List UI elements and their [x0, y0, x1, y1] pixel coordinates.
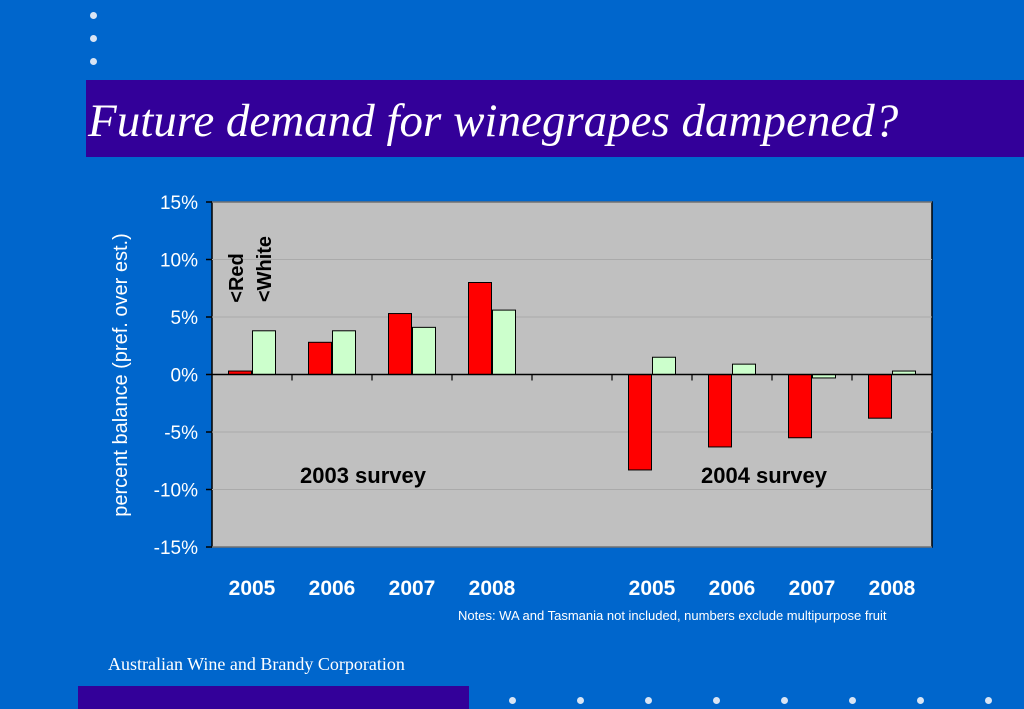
x-category-label: 2007 [789, 577, 836, 600]
slide-dot [713, 697, 720, 704]
slide-dot [781, 697, 788, 704]
bar-red-1 [308, 341, 332, 375]
footer-text: Australian Wine and Brandy Corporation [108, 654, 405, 674]
x-axis-ticks [291, 374, 853, 381]
bar-white-0 [252, 330, 276, 375]
bar-white-5 [652, 356, 676, 375]
bar-red-6 [708, 374, 732, 448]
slide-dot [90, 12, 97, 19]
bar-white-3 [492, 309, 516, 376]
y-axis-ticks [206, 201, 212, 548]
x-axis-category-labels: 2005 2006 2007 2008 2005 2006 2007 2008 [229, 577, 916, 600]
slide-dot [645, 697, 652, 704]
slide-dot [917, 697, 924, 704]
bar-red-5 [628, 374, 652, 471]
x-category-label: 2005 [629, 577, 676, 600]
legend-red-label: <Red [226, 253, 248, 302]
y-tick-label: 5% [171, 308, 199, 329]
slide-dot [90, 58, 97, 65]
footer-band [78, 686, 469, 709]
chart-notes: Notes: WA and Tasmania not included, num… [458, 608, 887, 623]
bar-white-2 [412, 326, 436, 376]
slide-dot [985, 697, 992, 704]
slide-dot [577, 697, 584, 704]
x-category-label: 2005 [229, 577, 276, 600]
bar-red-7 [788, 374, 812, 439]
y-tick-label: 0% [171, 366, 199, 387]
bar-red-8 [868, 374, 892, 419]
y-tick-label: -10% [154, 481, 198, 502]
x-category-label: 2006 [709, 577, 756, 600]
slide-title: Future demand for winegrapes dampened? [88, 95, 899, 147]
y-axis-label: percent balance (pref. over est.) [110, 233, 132, 516]
legend-white-label: <White [254, 236, 276, 302]
x-category-label: 2006 [309, 577, 356, 600]
slide-dot [509, 697, 516, 704]
y-tick-label: -5% [164, 423, 198, 444]
slide-dot [90, 35, 97, 42]
bars [228, 282, 916, 471]
bar-red-3 [468, 282, 492, 375]
x-category-label: 2007 [389, 577, 436, 600]
bar-red-2 [388, 313, 412, 375]
title-band [86, 80, 1024, 157]
annotation-2003-survey: 2003 survey [300, 463, 427, 488]
y-tick-label: -15% [154, 538, 198, 559]
bar-white-1 [332, 330, 356, 375]
y-tick-label: 15% [160, 193, 198, 214]
y-axis-tick-labels: 15% 10% 5% 0% -5% -10% -15% [154, 193, 198, 559]
slide-dot [849, 697, 856, 704]
bar-white-6 [732, 363, 756, 375]
x-category-label: 2008 [469, 577, 516, 600]
y-tick-label: 10% [160, 251, 198, 272]
annotation-2004-survey: 2004 survey [701, 463, 828, 488]
x-category-label: 2008 [869, 577, 916, 600]
